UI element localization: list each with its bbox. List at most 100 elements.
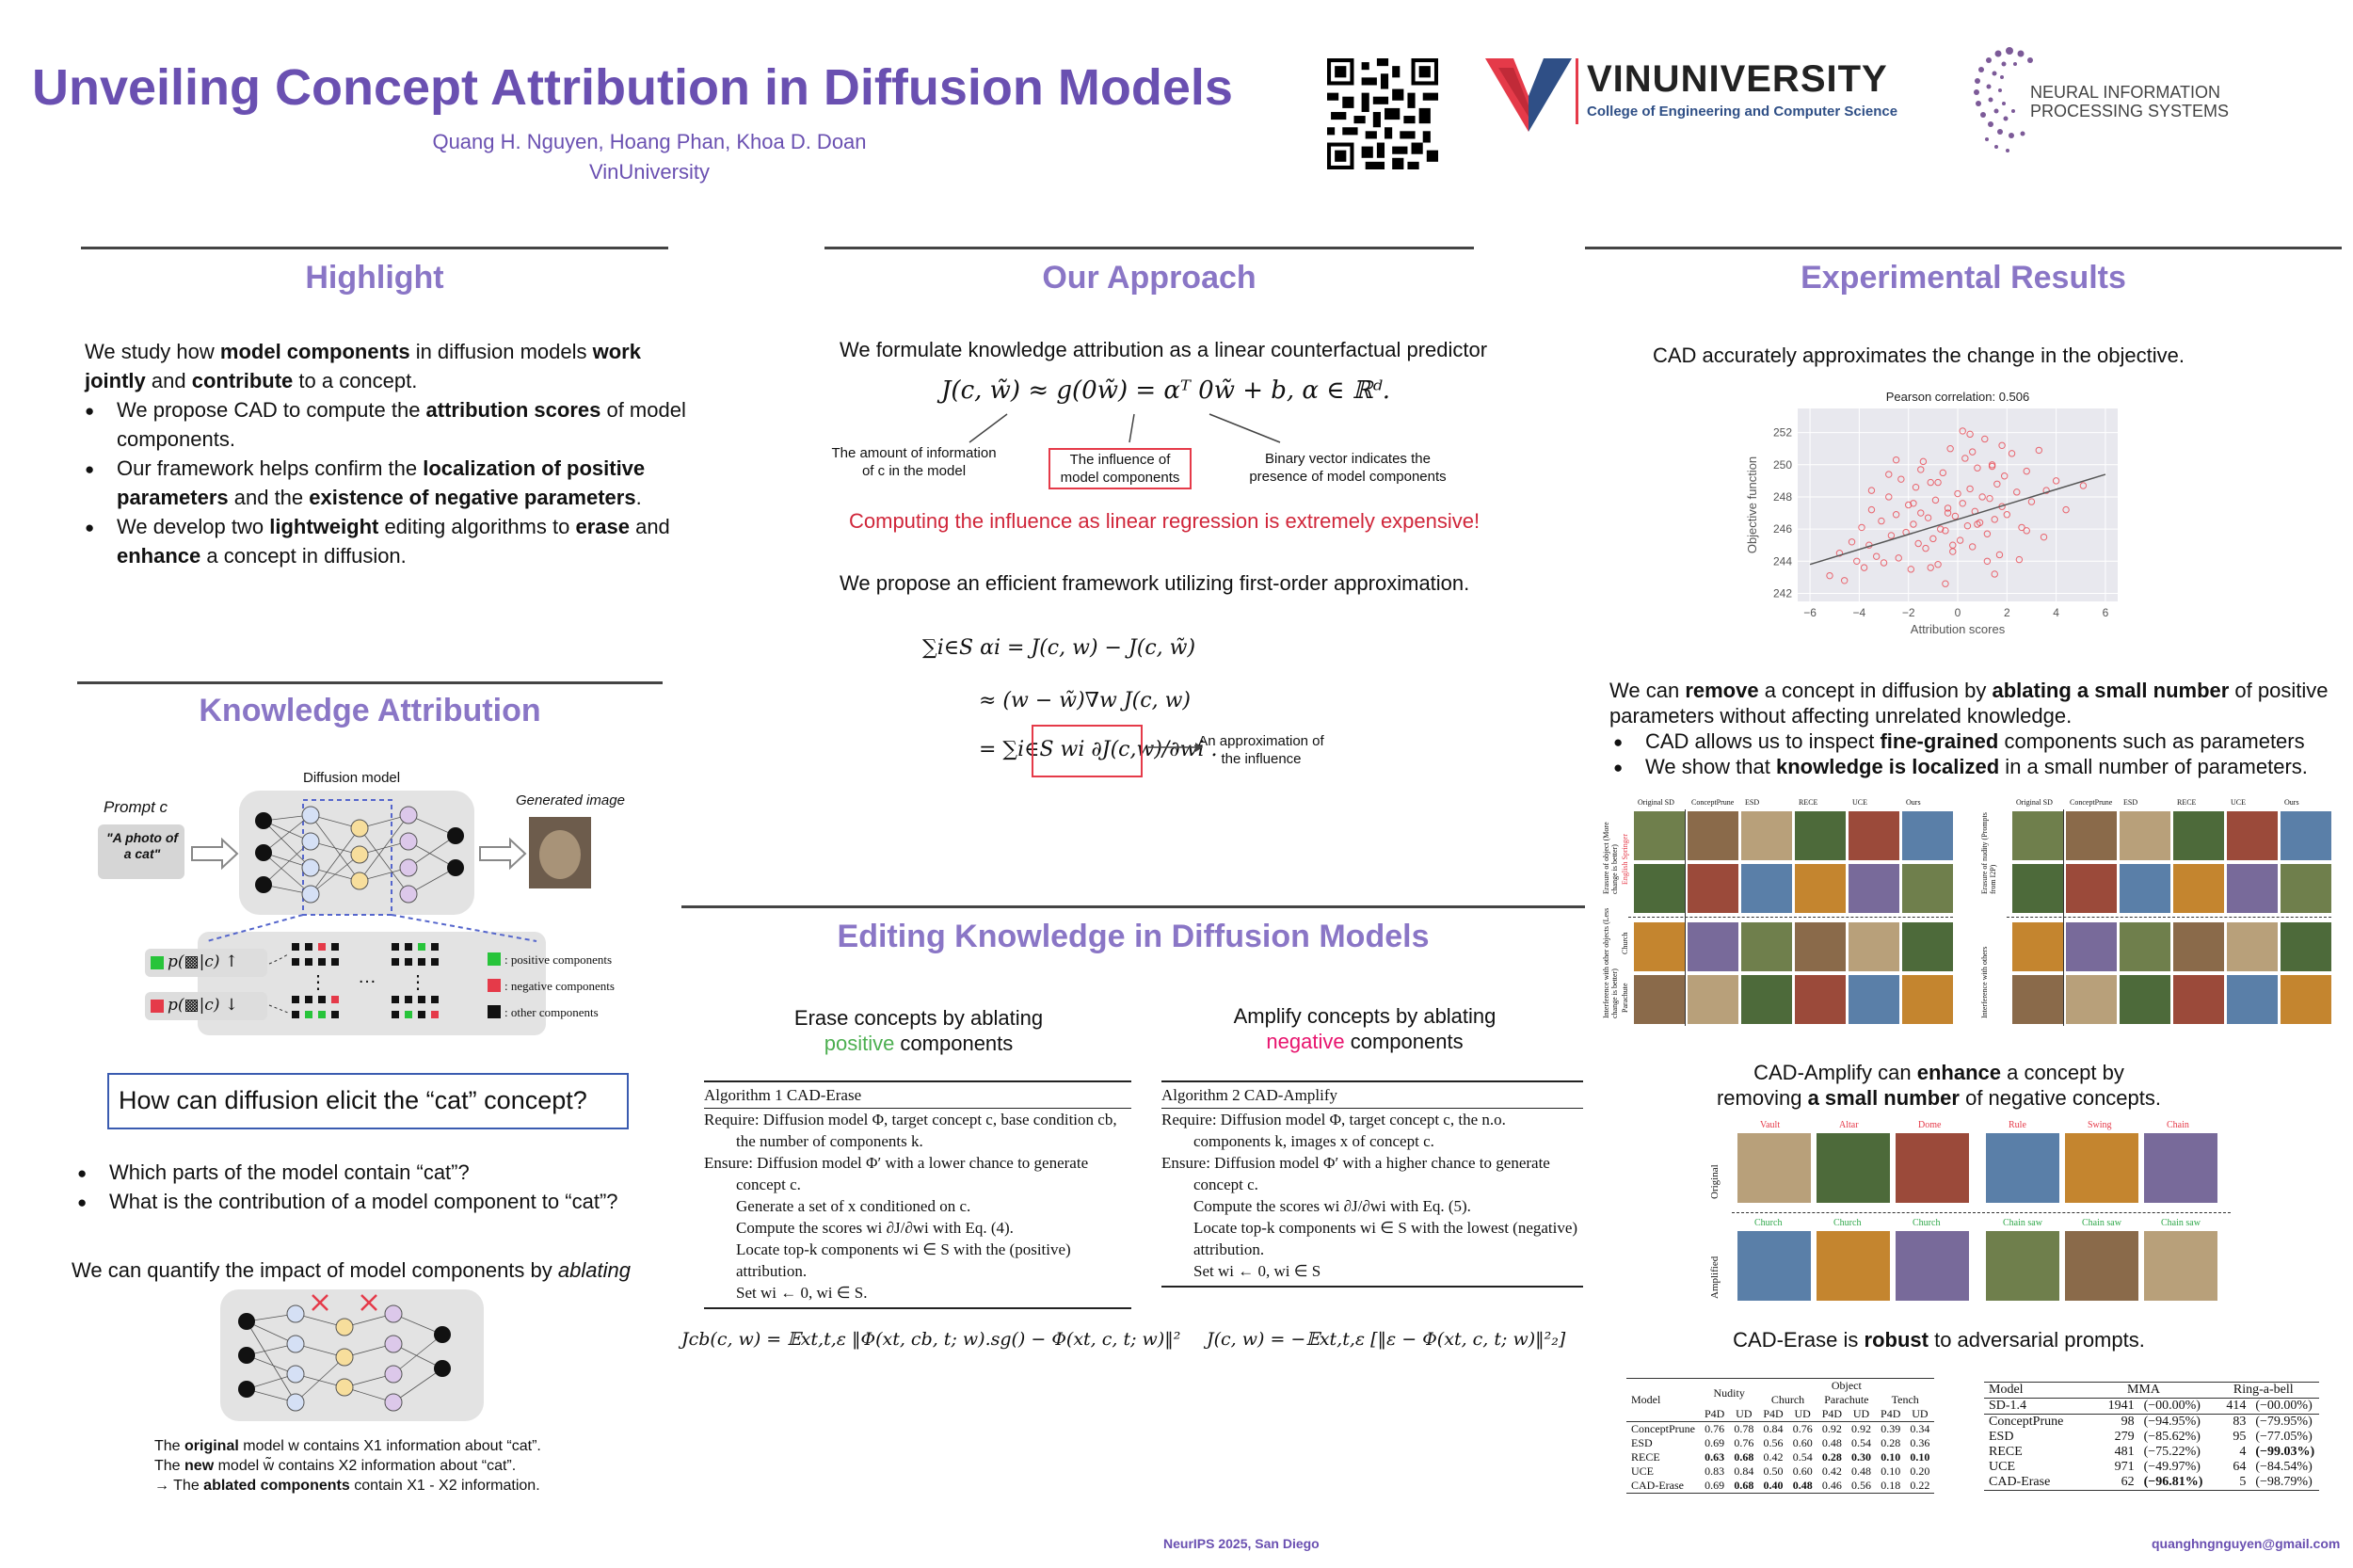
grid-image	[1902, 922, 1953, 971]
scatter-point	[2040, 533, 2048, 541]
table-cell: RECE	[1989, 1445, 2023, 1459]
approach-eq3: = ∑i∈S wi ∂J(c,w)/∂wi .	[979, 738, 1218, 761]
scatter-point	[1892, 456, 1900, 464]
authors: Quang H. Nguyen, Hoang Phan, Khoa D. Doa…	[432, 130, 867, 153]
scatter-point	[1880, 559, 1888, 567]
table-cell: 0.68	[1734, 1479, 1754, 1492]
table-row: UCE 0.83 0.84 0.50 0.60 0.42 0.48 0.10 0.20	[1626, 1464, 1934, 1479]
grid-image	[1795, 811, 1846, 860]
scatter-point	[2013, 488, 2021, 496]
approach-eq1: ∑i∈S αi = J(c, w) − J(c, w̃)	[922, 636, 1196, 660]
scatter-point	[2062, 505, 2070, 514]
grid-image	[2120, 922, 2170, 971]
table-cell: 0.76	[1792, 1422, 1813, 1435]
table-cell: 0.92	[1851, 1422, 1872, 1435]
poster-title: Unveiling Concept Attribution in Diffusi…	[32, 59, 1233, 116]
table-row: P4D UD P4D UD P4D UD P4D UD	[1626, 1407, 1935, 1422]
amp-image-amplified	[1737, 1231, 1811, 1301]
scatter-point	[1917, 509, 1925, 517]
scatter-point	[2035, 446, 2043, 455]
scatter-point	[1867, 505, 1876, 514]
scatter-point	[1904, 501, 1913, 509]
rule-knowledge	[77, 681, 663, 684]
table-cell: (−49.97%)	[2143, 1460, 2201, 1474]
amp-top-label: Dome	[1918, 1120, 1942, 1130]
scatter-point	[1895, 554, 1902, 562]
grid-col-label: UCE	[1852, 798, 1867, 807]
footer-email: quanghngnguyen@gmail.com	[2152, 1536, 2341, 1551]
grid-divider	[1628, 917, 1953, 918]
grid-col-label: Ours	[2284, 798, 2299, 807]
table-cell: 0.10	[1910, 1450, 1930, 1464]
rule-results	[1585, 247, 2342, 249]
quantify-text: We can quantify the impact of model comp…	[72, 1258, 631, 1282]
prompt-label: Prompt c	[104, 798, 168, 816]
approximation-arrow	[1148, 743, 1203, 752]
grid-image	[1688, 811, 1738, 860]
table-cell: 0.56	[1763, 1436, 1784, 1449]
approach-line2: We propose an efficient framework utiliz…	[840, 571, 1470, 595]
table-cell: Church	[1770, 1393, 1805, 1406]
grid-row-sublabel: English Springer	[1621, 834, 1629, 885]
scatter-point	[1983, 557, 1992, 565]
table-row: CAD-Erase 62 (−96.81%) 5 (−98.79%)	[1984, 1475, 2320, 1491]
table-cell: (−79.95%)	[2255, 1415, 2313, 1429]
scatter-point	[1995, 551, 2004, 559]
amp-image-amplified	[1817, 1231, 1890, 1301]
annotation-binary-vector: Binary vector indicates the presence of …	[1249, 451, 1447, 485]
grid-image	[2227, 864, 2278, 913]
grid-image	[1902, 864, 1953, 913]
ablated-network-diagram	[220, 1289, 484, 1421]
grid-image	[1741, 922, 1792, 971]
results-bullet-1: CAD allows us to inspect fine-grained co…	[1613, 728, 2353, 755]
grid-divider	[2063, 809, 2064, 1026]
grid-image	[1741, 811, 1792, 860]
amp-image-original	[1817, 1133, 1890, 1203]
table-cell: (−84.54%)	[2255, 1460, 2313, 1474]
scatter-point	[1942, 580, 1949, 587]
scatter-point	[1981, 435, 1989, 443]
results-remove-bullets: CAD allows us to inspect fine-grained co…	[1609, 728, 2353, 780]
table-cell: 0.39	[1881, 1422, 1901, 1435]
table-cell: ESD	[1989, 1430, 2014, 1444]
grid-image	[2120, 811, 2170, 860]
erasure-grid-object: Original SD ConceptPrune ESD RECE UCE Ours Era…	[1600, 796, 1953, 1026]
scatter-point	[1993, 480, 2001, 488]
table-row: CAD-Erase 0.69 0.68 0.40 0.48 0.46 0.56 0.18 0.2…	[1626, 1479, 1935, 1494]
grid-col-label: UCE	[2231, 798, 2246, 807]
scatter-point	[2042, 487, 2050, 494]
amp-bottom-label: Chain saw	[2082, 1218, 2121, 1228]
table-cell: 62	[2121, 1475, 2135, 1489]
amp-image-original	[1896, 1133, 1969, 1203]
table-cell: 971	[2114, 1460, 2135, 1474]
diffusion-model-label: Diffusion model	[303, 770, 401, 786]
scatter-point	[1944, 504, 1952, 512]
amp-bottom-label: Chain saw	[2161, 1218, 2201, 1228]
grid-image	[1795, 922, 1846, 971]
scatter-point	[1959, 500, 1966, 507]
amplify-grid: Vault Altar Dome Rule Swing Chain Church Church…	[1704, 1120, 2231, 1310]
table-cell: 0.22	[1910, 1479, 1930, 1492]
scatter-point	[2052, 477, 2060, 485]
table-cell: UD	[1912, 1407, 1929, 1420]
y-tick-label: 246	[1773, 522, 1792, 536]
grid-col-label: Ours	[1906, 798, 1921, 807]
grid-row-label: Interference with others	[1980, 946, 1989, 1018]
grid-image	[2173, 811, 2224, 860]
y-tick-label: 244	[1773, 554, 1792, 568]
table-row: RECE 0.63 0.68 0.42 0.54 0.28 0.30 0.10 0.10	[1626, 1450, 1934, 1464]
question-bullets: Which parts of the model contain “cat”? …	[73, 1158, 693, 1217]
results-heading: Experimental Results	[1801, 260, 2126, 296]
editing-heading: Editing Knowledge in Diffusion Models	[837, 919, 1430, 954]
grid-image	[2066, 922, 2117, 971]
grid-image	[2066, 811, 2117, 860]
table-row: UCE 971 (−49.97%) 64 (−84.54%)	[1984, 1460, 2319, 1475]
grid-image	[1634, 975, 1685, 1024]
table-cell: 5	[2239, 1475, 2247, 1489]
table-row: ESD 0.69 0.76 0.56 0.60 0.48 0.54 0.28 0.36	[1626, 1436, 1934, 1450]
scatter-point	[1892, 511, 1900, 519]
amp-row-label: Amplified	[1709, 1256, 1721, 1299]
amp-top-label: Rule	[2009, 1120, 2026, 1130]
grid-image	[2227, 811, 2278, 860]
